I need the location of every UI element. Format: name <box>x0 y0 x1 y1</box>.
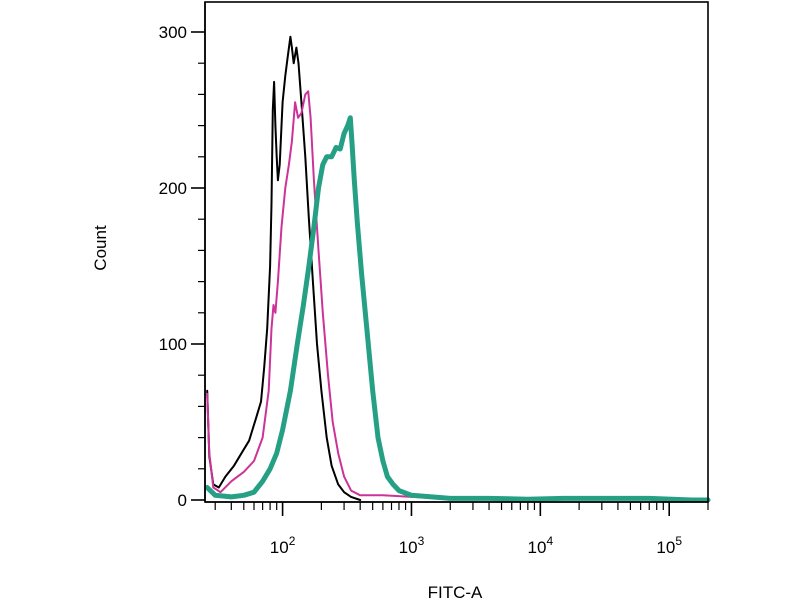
x-axis: 102 103 104 105 <box>205 501 709 557</box>
x-tick-label: 105 <box>656 534 682 557</box>
series-line-black <box>206 35 362 501</box>
x-tick-base: 10 <box>399 538 418 557</box>
x-tick-exponent: 5 <box>675 534 682 548</box>
plot-area <box>204 1 711 503</box>
y-tick-label: 0 <box>178 491 187 510</box>
x-tick-label: 104 <box>528 534 554 557</box>
y-tick-label: 300 <box>159 23 187 42</box>
x-tick-exponent: 4 <box>546 534 553 548</box>
x-tick-label: 103 <box>399 534 425 557</box>
y-tick-label: 100 <box>159 335 187 354</box>
series-layer <box>204 35 711 503</box>
x-tick-exponent: 2 <box>289 534 296 548</box>
series-line-teal <box>204 115 711 503</box>
x-tick-base: 10 <box>528 538 547 557</box>
x-tick-base: 10 <box>656 538 675 557</box>
x-ticks: 102 103 104 105 <box>214 502 709 557</box>
y-axis-title: Count <box>91 225 110 271</box>
x-tick-exponent: 3 <box>418 534 425 548</box>
x-tick-base: 10 <box>270 538 289 557</box>
x-axis-title: FITC-A <box>428 583 483 600</box>
series-line-magenta <box>206 90 474 500</box>
x-tick-label: 102 <box>270 534 296 557</box>
y-tick-label: 200 <box>159 179 187 198</box>
y-axis: 0 100 200 300 <box>159 2 206 510</box>
y-ticks: 0 100 200 300 <box>159 23 205 510</box>
